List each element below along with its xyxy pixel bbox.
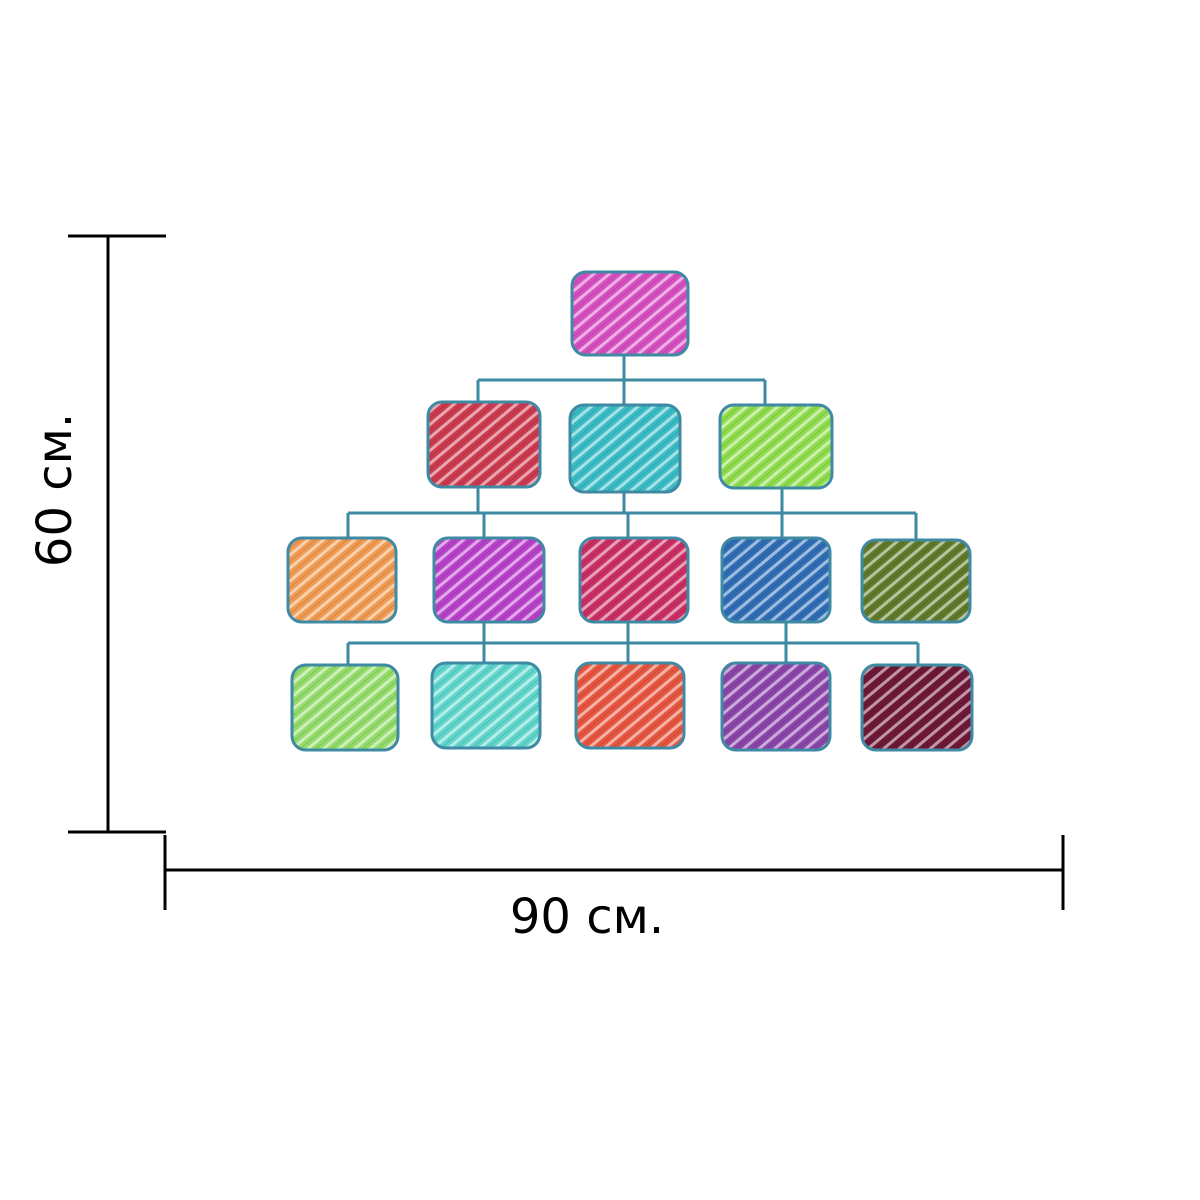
dimension-lines [68,234,1065,910]
connector [346,622,920,665]
connector [476,355,767,406]
box-hatch [570,270,690,357]
height-label: 60 см. [27,413,83,567]
box-hatch [720,536,832,624]
box-hatch [286,536,398,624]
box-hatch [860,538,972,624]
box-hatch [860,663,974,752]
connectors [346,355,920,665]
box-hatch [430,661,542,750]
box-hatch [290,663,400,752]
connector [346,487,918,542]
box-hatch [574,661,686,750]
box-hatch [568,403,682,494]
width-label: 90 см. [510,889,664,945]
box-hatch [426,400,542,489]
box-hatch [432,536,546,624]
box-hatch [578,536,690,624]
box-hatch [720,661,832,752]
box-hatch [718,403,834,490]
org-chart-boxes [286,270,974,752]
